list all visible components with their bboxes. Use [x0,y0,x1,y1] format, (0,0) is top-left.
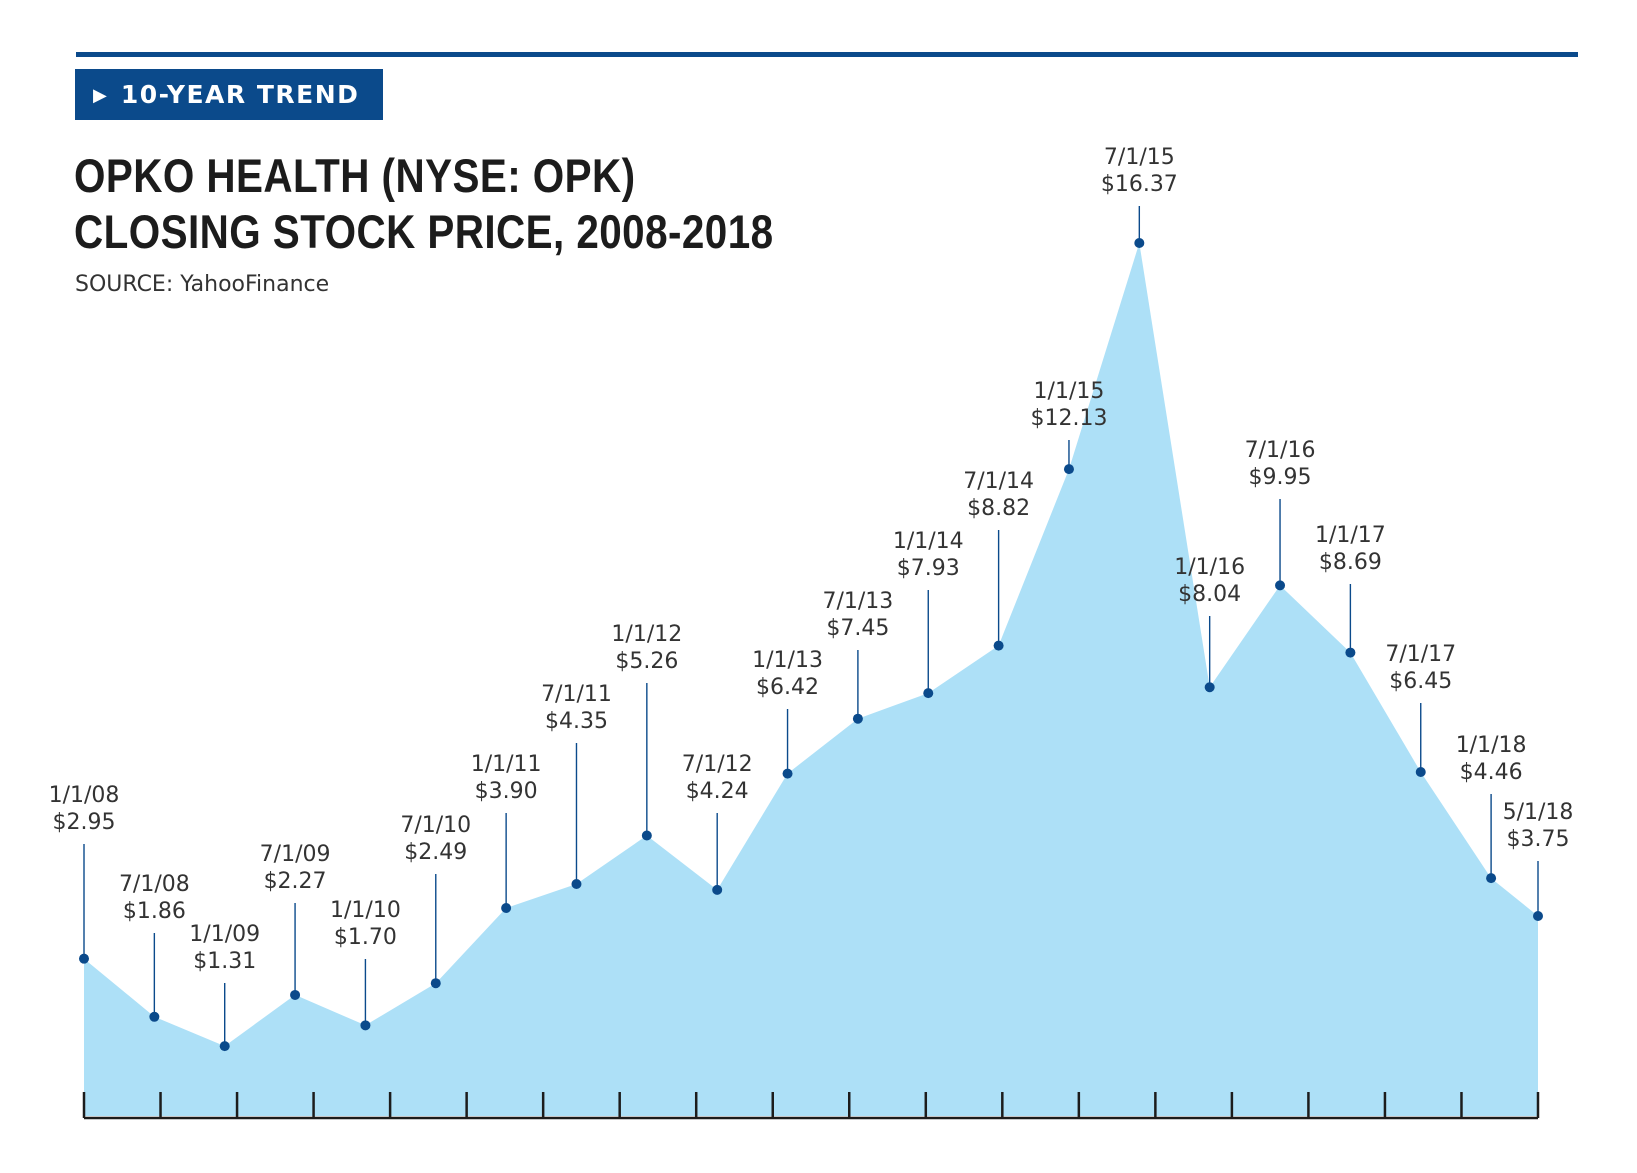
data-label-date: 7/1/14 [963,469,1034,494]
data-label-date: 1/1/11 [471,752,542,777]
data-label-value: $2.27 [264,869,327,894]
data-label-value: $3.90 [475,779,538,804]
data-label-date: 1/1/12 [611,622,682,647]
data-label-value: $8.82 [967,496,1030,521]
data-label-value: $1.31 [193,949,256,974]
data-label-date: 7/1/15 [1104,145,1175,170]
data-point [360,1020,371,1031]
data-label-date: 1/1/10 [330,898,401,923]
data-label-date: 1/1/17 [1315,523,1386,548]
data-label-date: 1/1/15 [1034,379,1105,404]
data-label-value: $7.45 [826,616,889,641]
data-point [290,989,301,1000]
data-label-date: 7/1/13 [822,589,893,614]
chart-title-line-1: OPKO HEALTH (NYSE: OPK) [74,149,636,202]
data-point [1345,647,1356,658]
data-point [79,953,89,964]
data-label-value: $1.70 [334,925,397,950]
data-point [1486,873,1497,884]
data-label-date: 1/1/14 [893,529,964,554]
data-point [1134,238,1145,248]
top-rule [76,52,1578,57]
data-label-date: 1/1/16 [1174,555,1245,580]
data-point [501,903,512,914]
data-label-value: $16.37 [1101,172,1178,197]
badge-label: 10-YEAR TREND [120,80,360,109]
chart-title-line-2: CLOSING STOCK PRICE, 2008-2018 [74,205,774,258]
data-label-date: 1/1/18 [1456,733,1527,758]
data-label-value: $3.75 [1507,827,1570,852]
data-label-value: $1.86 [123,899,186,924]
data-label-date: 7/1/11 [541,682,612,707]
data-label-value: $2.49 [404,840,467,865]
data-point [1533,911,1543,922]
triangle-right-icon: ▶ [93,84,107,105]
data-point [641,830,652,841]
data-point [782,768,793,779]
data-point [430,978,441,989]
data-label-date: 7/1/16 [1245,438,1316,463]
data-label-value: $7.93 [897,556,960,581]
data-label-value: $6.45 [1389,669,1452,694]
data-label-value: $8.04 [1178,582,1241,607]
data-label-value: $5.26 [615,649,678,674]
data-point [571,879,582,890]
data-label-value: $4.24 [686,779,749,804]
data-point [993,640,1004,651]
data-label-date: 1/1/08 [49,783,120,808]
data-point [149,1011,160,1022]
data-label-value: $8.69 [1319,550,1382,575]
data-point [1063,464,1074,475]
data-label-date: 7/1/12 [682,752,753,777]
data-label-date: 7/1/08 [119,872,190,897]
data-label-date: 5/1/18 [1503,800,1574,825]
price-area [84,243,1538,1116]
data-label-value: $9.95 [1249,465,1312,490]
data-point [219,1041,230,1052]
data-label-date: 7/1/17 [1385,642,1456,667]
data-point [1415,767,1426,778]
data-point [1204,682,1215,693]
data-point [712,884,723,895]
data-label-date: 7/1/10 [400,813,471,838]
data-label-value: $4.35 [545,709,608,734]
source-note: SOURCE: YahooFinance [75,272,330,297]
data-point [852,713,863,724]
data-label-value: $6.42 [756,675,819,700]
section-badge: ▶ 10-YEAR TREND [75,69,383,120]
data-label-date: 1/1/13 [752,648,823,673]
data-label-value: $4.46 [1460,760,1523,785]
data-label-value: $2.95 [53,810,116,835]
data-label-date: 1/1/09 [189,922,260,947]
data-label-date: 7/1/09 [260,842,331,867]
data-point [1275,580,1286,591]
chart-title: OPKO HEALTH (NYSE: OPK) CLOSING STOCK PR… [74,148,774,260]
data-point [923,688,934,699]
data-label-value: $12.13 [1030,406,1107,431]
